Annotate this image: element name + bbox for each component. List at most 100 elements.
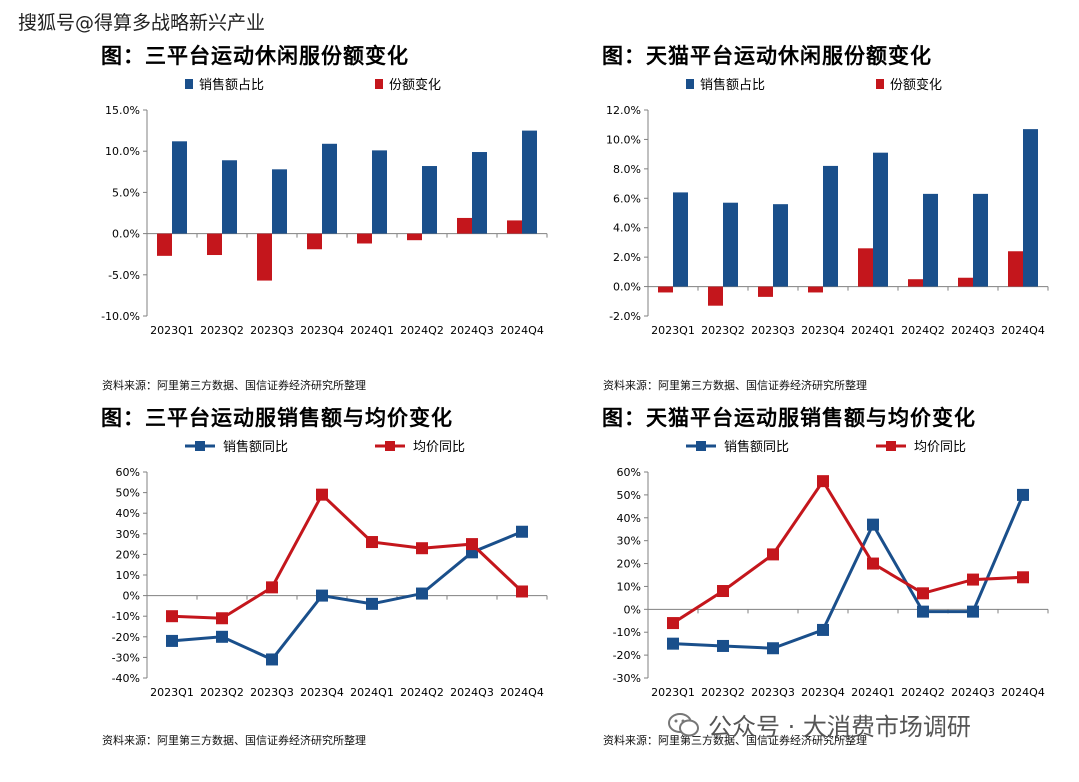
legend-marker-1: [195, 441, 205, 451]
x-tick-label: 2024Q4: [500, 686, 544, 699]
bar-share-2024Q3: [973, 193, 988, 287]
bar-share-2024Q2: [422, 166, 437, 234]
x-tick-label: 2023Q4: [801, 686, 845, 699]
source-note: 资料来源：阿里第三方数据、国信证券经济研究所整理: [603, 734, 867, 747]
y-tick-label: -10%: [613, 626, 641, 639]
bar-change-2024Q2: [407, 233, 422, 241]
x-tick-label: 2023Q3: [751, 324, 795, 337]
series-line-2: [171, 492, 524, 620]
point-1-2023Q4: [316, 589, 328, 602]
point-2-2024Q3: [967, 573, 979, 586]
bar-change-2024Q4: [507, 220, 522, 234]
y-tick-label: 0.0%: [112, 228, 140, 241]
wechat-brand: 公众号 · 大消费市场调研: [668, 707, 971, 742]
y-tick-label: 10%: [116, 569, 140, 582]
y-tick-label: -10.0%: [101, 310, 140, 323]
x-tick-label: 2023Q4: [801, 324, 845, 337]
bar-share-2023Q1: [673, 192, 688, 287]
x-tick-label: 2024Q1: [851, 324, 895, 337]
bar-share-2024Q2: [923, 193, 938, 287]
point-2-2023Q3: [767, 548, 779, 561]
bar-change-2023Q2: [708, 286, 723, 306]
bar-share-2024Q1: [873, 152, 888, 287]
y-tick-label: -30%: [112, 651, 140, 664]
point-1-2024Q3: [967, 605, 979, 618]
bar-change-2024Q1: [357, 233, 372, 244]
x-tick-label: 2023Q1: [150, 324, 194, 337]
bar-share-2023Q2: [222, 160, 237, 234]
y-tick-label: -20%: [112, 631, 140, 644]
bar-share-2023Q3: [773, 204, 788, 287]
y-tick-label: 6.0%: [613, 192, 641, 205]
series-line-2: [672, 478, 1024, 625]
y-tick-label: 8.0%: [613, 163, 641, 176]
y-tick-label: 20%: [116, 548, 140, 561]
bar-change-2023Q1: [157, 233, 172, 256]
point-1-2023Q1: [667, 637, 679, 650]
bar-chart-tmall-share: 销售额占比 份额变化 -2.0% 0.0% 2.0% 4.0% 6.0% 8.0% 10.0% 1…: [606, 77, 1049, 337]
point-1-2023Q2: [717, 639, 729, 652]
y-tick-label: 2.0%: [613, 251, 641, 264]
bar-share-2024Q4: [522, 130, 537, 234]
y-tick-label: 30%: [116, 528, 140, 541]
point-1-2023Q2: [216, 630, 228, 643]
x-tick-label: 2024Q2: [901, 324, 945, 337]
line-chart-three-platform-sales-price: 销售额同比 均价同比 -40% -30% -20% -10% 0% 10% 20% 30% 40% 5…: [112, 439, 548, 699]
point-1-2023Q1: [166, 634, 178, 647]
bar-change-2024Q4: [1008, 251, 1023, 287]
y-tick-label: 10%: [617, 580, 641, 593]
x-tick-label: 2024Q4: [1001, 686, 1045, 699]
x-tick-label: 2023Q2: [701, 324, 745, 337]
bar-chart-three-platform-share: 销售额占比 份额变化 -10.0% -5.0% 0.0% 5.0% 10.0% 15.0% 20…: [101, 77, 548, 337]
legend-marker-1: [696, 441, 706, 451]
point-2-2023Q2: [717, 585, 729, 598]
y-tick-label: -40%: [112, 672, 140, 685]
bar-change-2024Q3: [958, 277, 973, 287]
x-tick-label: 2024Q2: [400, 686, 444, 699]
source-note: 资料来源：阿里第三方数据、国信证券经济研究所整理: [102, 379, 366, 392]
point-2-2024Q3: [466, 538, 478, 551]
x-tick-label: 2023Q1: [651, 686, 695, 699]
x-tick-label: 2023Q4: [300, 324, 344, 337]
x-tick-label: 2023Q3: [250, 686, 294, 699]
y-tick-label: 0%: [624, 603, 641, 616]
bar-change-2024Q1: [858, 248, 873, 287]
watermark: 搜狐号@得算多战略新兴产业: [18, 12, 266, 34]
bar-change-2023Q3: [758, 286, 773, 297]
y-tick-label: 4.0%: [613, 222, 641, 235]
y-tick-label: 10.0%: [105, 145, 140, 158]
bar-share-2024Q1: [372, 150, 387, 234]
y-tick-label: 12.0%: [606, 104, 641, 117]
x-tick-label: 2023Q2: [701, 686, 745, 699]
x-tick-label: 2024Q2: [901, 686, 945, 699]
source-note: 资料来源：阿里第三方数据、国信证券经济研究所整理: [603, 379, 867, 392]
legend-label-2: 均价同比: [914, 440, 966, 455]
x-tick-label: 2023Q2: [200, 324, 244, 337]
legend-label-1: 销售额同比: [223, 439, 288, 455]
x-tick-label: 2023Q3: [250, 324, 294, 337]
wechat-icon: [668, 712, 699, 736]
chart-panel-1: 图：三平台运动休闲服份额变化 销售额占比 份额变化 -10.0% -5.0% 0.0% 5…: [95, 40, 625, 420]
x-tick-label: 2023Q1: [150, 686, 194, 699]
point-2-2023Q2: [216, 612, 228, 625]
chart-title: 图：天猫平台运动服销售额与均价变化: [602, 406, 976, 430]
y-tick-label: 0%: [123, 590, 140, 603]
chart-panel-4: 图：天猫平台运动服销售额与均价变化 销售额同比 均价同比 -30% -20% -10% 0…: [596, 402, 1079, 782]
series-line-1: [672, 494, 1025, 650]
point-1-2024Q4: [516, 525, 528, 538]
bar-share-2024Q3: [472, 152, 487, 234]
chart-title: 图：天猫平台运动休闲服份额变化: [602, 44, 932, 68]
y-tick-label: 0.0%: [613, 281, 641, 294]
y-tick-label: 40%: [116, 507, 140, 520]
chart-title: 图：三平台运动服销售额与均价变化: [101, 406, 453, 430]
bar-share-2023Q1: [172, 141, 187, 234]
y-tick-label: 60%: [116, 466, 140, 479]
bar-share-2023Q4: [823, 165, 838, 287]
legend-marker-2: [385, 441, 395, 451]
legend-swatch-2: [375, 79, 383, 89]
y-tick-label: -5.0%: [108, 269, 140, 282]
legend-label-2: 均价同比: [413, 440, 465, 455]
point-2-2023Q4: [817, 475, 829, 488]
series-line-1: [171, 530, 523, 662]
legend-swatch-1: [686, 79, 694, 89]
